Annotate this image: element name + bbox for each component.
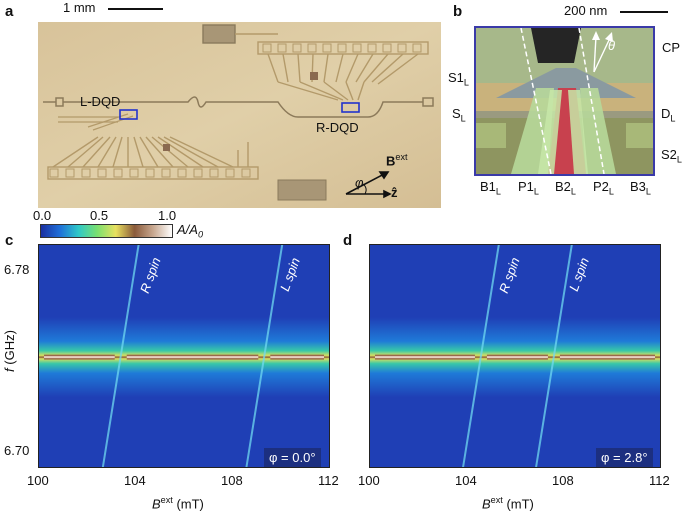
scalebar-b bbox=[620, 11, 668, 13]
gate-label-p1: P1L bbox=[518, 179, 539, 197]
spin-transition-line bbox=[101, 244, 140, 468]
r-dqd-label: R-DQD bbox=[316, 120, 359, 135]
heatmap-c bbox=[38, 244, 330, 468]
colorbar-tick-0: 0.0 bbox=[33, 208, 52, 223]
cp-label: CP bbox=[662, 40, 681, 55]
xtick-c-1: 104 bbox=[124, 473, 146, 488]
s2-label: S2L bbox=[661, 147, 682, 165]
d-label: DL bbox=[661, 106, 676, 124]
s-label: SL bbox=[452, 106, 466, 124]
heatmap-c-plot bbox=[38, 244, 330, 468]
chip-micrograph bbox=[38, 22, 441, 208]
panel-label-a: a bbox=[5, 3, 14, 20]
l-dqd-label: L-DQD bbox=[80, 94, 121, 109]
gate-label-b1: B1L bbox=[480, 179, 501, 197]
xlabel-d: Bext (mT) bbox=[482, 495, 534, 512]
colorbar bbox=[40, 224, 173, 238]
gate-label-b2: B2L bbox=[555, 179, 576, 197]
gate-label-p2: P2L bbox=[593, 179, 614, 197]
scalebar-a bbox=[108, 8, 163, 10]
xtick-c-3: 112 bbox=[318, 473, 339, 488]
spin-transition-line bbox=[461, 244, 500, 468]
ylabel-c: f (GHz) bbox=[2, 330, 17, 372]
xtick-d-1: 104 bbox=[455, 473, 477, 488]
plot-frame bbox=[369, 244, 661, 468]
xtick-d-2: 108 bbox=[552, 473, 574, 488]
heatmap-d bbox=[369, 244, 661, 468]
plot-frame bbox=[38, 244, 330, 468]
gate-label-b3: B3L bbox=[630, 179, 651, 197]
colorbar-label: A/A0 bbox=[177, 222, 204, 240]
xtick-c-2: 108 bbox=[221, 473, 243, 488]
xtick-c-0: 100 bbox=[27, 473, 49, 488]
xlabel-c: Bext (mT) bbox=[152, 495, 204, 512]
heatmap-d-plot bbox=[369, 244, 661, 468]
spin-transition-line bbox=[534, 244, 573, 468]
z-hat-label: ẑ bbox=[391, 185, 398, 200]
b-ext-label: Bext bbox=[386, 152, 408, 169]
theta-label: θ bbox=[608, 38, 616, 53]
sem-image-drawing bbox=[476, 28, 653, 174]
spin-transition-line bbox=[245, 244, 284, 468]
xtick-d-3: 112 bbox=[649, 473, 670, 488]
colorbar-tick-2: 1.0 bbox=[158, 208, 177, 223]
scalebar-label-b: 200 nm bbox=[564, 3, 608, 18]
scalebar-label-a: 1 mm bbox=[63, 0, 96, 15]
ytick-c-0: 6.78 bbox=[4, 262, 30, 277]
phi-label: φ bbox=[355, 175, 364, 190]
chip-micrograph-image bbox=[38, 22, 441, 208]
colorbar-tick-1: 0.5 bbox=[90, 208, 109, 223]
panel-label-b: b bbox=[453, 3, 463, 20]
xtick-d-0: 100 bbox=[358, 473, 380, 488]
phi-badge-c: φ = 0.0° bbox=[264, 448, 321, 467]
panel-label-d: d bbox=[343, 232, 353, 249]
phi-badge-d: φ = 2.8° bbox=[596, 448, 653, 467]
panel-label-c: c bbox=[5, 232, 14, 249]
s1-label: S1L bbox=[448, 70, 469, 88]
ytick-c-1: 6.70 bbox=[4, 443, 30, 458]
sem-image bbox=[474, 26, 655, 176]
